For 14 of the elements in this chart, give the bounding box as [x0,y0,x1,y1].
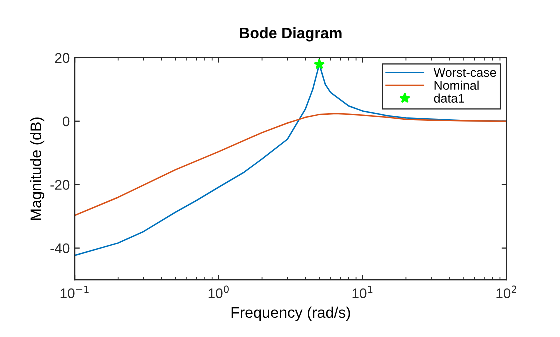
x-axis-title: Frequency (rad/s) [232,306,350,322]
x-tick-label: 10$^{1}$ [352,286,373,298]
x-tick-label: 10$^{2}$ [496,286,516,298]
legend-label: Nominal [434,80,479,90]
legend-label: data1 [434,94,464,103]
x-tick-label: 10$^{−1}$ [60,286,89,298]
legend-label: Worst-case [434,68,496,78]
y-tick-label: -20 [50,180,70,190]
chart-title: Bode Diagram [240,27,342,42]
y-tick-label: 0 [63,116,70,127]
y-tick-label: -40 [50,244,70,254]
y-axis-title: Magnitude (dB) [30,118,45,220]
y-tick-label: 20 [55,53,70,64]
x-tick-label: 10$^{0}$ [208,286,229,298]
